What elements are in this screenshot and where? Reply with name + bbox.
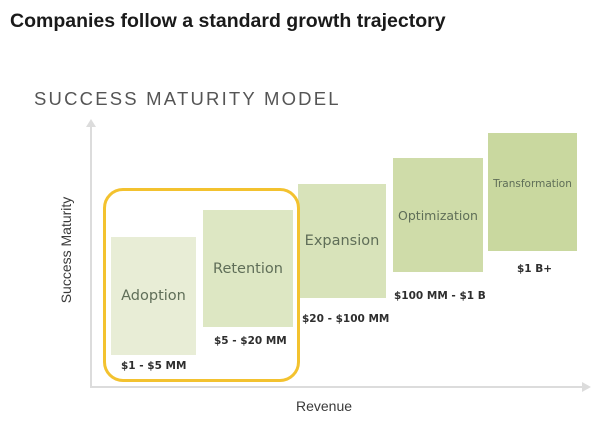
stage-retention-label: Retention	[213, 260, 283, 277]
x-axis-label: Revenue	[296, 398, 353, 414]
stage-transformation-label: Transformation	[493, 178, 572, 190]
stage-retention: Retention	[203, 210, 293, 327]
stage-adoption: Adoption	[111, 237, 196, 355]
stage-transformation: Transformation	[488, 133, 577, 251]
stage-adoption-revenue: $1 - $5 MM	[121, 360, 187, 372]
stage-adoption-label: Adoption	[121, 288, 186, 304]
headline: Companies follow a standard growth traje…	[10, 10, 446, 32]
model-title: SUCCESS MATURITY MODEL	[34, 88, 341, 109]
y-axis	[90, 125, 92, 387]
stage-expansion-label: Expansion	[304, 233, 380, 249]
stage-optimization-label: Optimization	[398, 207, 478, 223]
y-axis-label: Success Maturity	[58, 196, 74, 304]
stage-expansion-revenue: $20 - $100 MM	[302, 313, 390, 325]
x-axis-arrow-icon	[582, 382, 591, 392]
stage-expansion: Expansion	[298, 184, 386, 298]
stage-optimization: Optimization	[393, 158, 483, 272]
stage-retention-revenue: $5 - $20 MM	[214, 335, 287, 347]
stage-optimization-revenue: $100 MM - $1 B	[394, 290, 486, 302]
highlight-outline	[103, 188, 300, 382]
x-axis	[90, 386, 584, 388]
y-axis-arrow-icon	[86, 119, 96, 127]
stage-transformation-revenue: $1 B+	[517, 263, 553, 275]
